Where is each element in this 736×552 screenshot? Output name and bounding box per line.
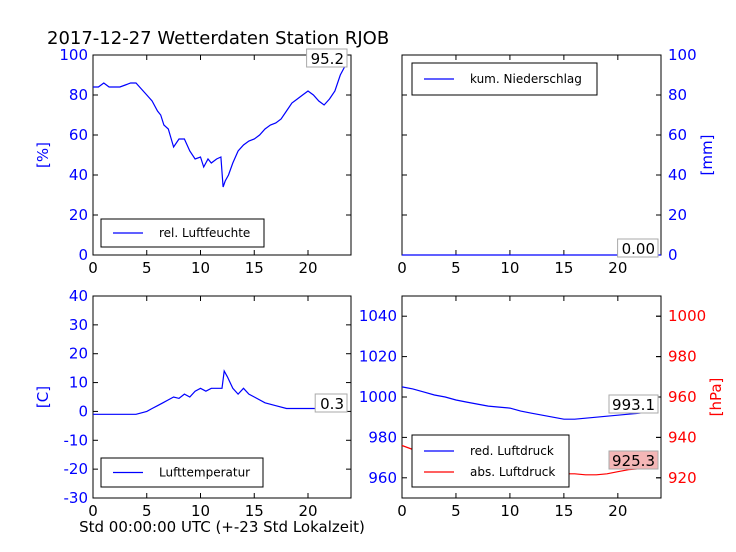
plot-frame (92, 295, 352, 499)
x-tick-label: 0 (88, 259, 98, 277)
legend-label: kum. Niederschlag (470, 72, 582, 86)
x-tick-label: 15 (245, 259, 264, 277)
y-tick-label: -20 (64, 460, 89, 478)
y-tick-label: 80 (69, 86, 88, 104)
shared-xlabel: Std 00:00:00 UTC (+-23 Std Lokalzeit) (79, 518, 365, 536)
x-tick-label: 20 (298, 259, 317, 277)
y-tick-label: 0 (668, 246, 678, 264)
x-tick-label: 0 (88, 502, 98, 520)
series-line (93, 369, 341, 415)
y-tick-label: 20 (69, 206, 88, 224)
y-right-tick-label: 980 (668, 348, 697, 366)
legend-label: rel. Luftfeuchte (159, 226, 250, 240)
last-value-label-box (314, 393, 348, 413)
x-tick-label: 10 (191, 259, 210, 277)
legend-label: red. Luftdruck (470, 444, 554, 458)
precipitation-panel: 0 5 10 15 20 0 20 40 60 80 100 [mm] kum. Niederschla… (397, 46, 716, 277)
y-tick-label: 960 (368, 469, 397, 487)
x-tick-label: 10 (500, 502, 519, 520)
y-right-tick-label: 940 (668, 428, 697, 446)
last-value-label-abs: 925.3 (612, 452, 655, 470)
x-tick-label: 5 (142, 502, 152, 520)
y-tick-label: 980 (368, 428, 397, 446)
y-tick-label: 20 (668, 206, 687, 224)
humidity-panel: 0 5 10 15 20 0 20 40 60 80 100 [%] rel. Luftfeuchte 9… (34, 46, 352, 277)
legend-label: abs. Luftdruck (470, 465, 555, 479)
temperature-panel: 0 5 10 15 20 -30 -20 -10 0 10 20 30 40 [C] Lufttempera… (34, 287, 352, 520)
y-right-tick-label: 960 (668, 388, 697, 406)
y-tick-label: 0 (78, 402, 88, 420)
y-right-axis-label: [hPa] (707, 378, 725, 417)
y-axis-label: [%] (34, 142, 52, 168)
y-axis-label: [C] (34, 386, 52, 408)
x-tick-label: 10 (191, 502, 210, 520)
y-tick-label: 100 (59, 46, 88, 64)
y-tick-label: 60 (69, 126, 88, 144)
pressure-panel: 0 5 10 15 20 960 980 1000 1020 1040 920 940 960 980 10… (359, 295, 725, 520)
y-tick-label: -10 (64, 431, 89, 449)
y-tick-label: 80 (668, 86, 687, 104)
figure-title: 2017-12-27 Wetterdaten Station RJOB (47, 28, 389, 49)
y-tick-label: 20 (69, 345, 88, 363)
y-tick-label: 100 (668, 46, 697, 64)
y-tick-label: 30 (69, 316, 88, 334)
x-tick-label: 10 (500, 259, 519, 277)
last-value-label-abs-box (608, 450, 659, 470)
x-tick-label: 5 (142, 259, 152, 277)
series-line (401, 386, 656, 420)
x-tick-label: 15 (554, 502, 573, 520)
last-value-label: 0.00 (622, 240, 655, 258)
x-tick-label: 20 (608, 502, 627, 520)
x-tick-label: 5 (451, 259, 461, 277)
y-tick-label: 1000 (359, 388, 397, 406)
x-tick-label: 15 (245, 502, 264, 520)
y-tick-label: 10 (69, 374, 88, 392)
y-tick-label: -30 (64, 489, 89, 507)
x-tick-label: 5 (451, 502, 461, 520)
last-value-label-red: 993.1 (612, 396, 655, 414)
y-tick-label: 0 (78, 246, 88, 264)
last-value-label-box (617, 238, 659, 258)
x-tick-label: 20 (608, 259, 627, 277)
y-tick-label: 1020 (359, 348, 397, 366)
x-tick-label: 20 (298, 502, 317, 520)
last-value-label: 95.2 (311, 50, 344, 68)
x-tick-label: 0 (397, 259, 407, 277)
last-value-label-red-box (608, 394, 659, 414)
y-axis-label: [mm] (698, 135, 716, 176)
x-tick-label: 0 (397, 502, 407, 520)
y-right-tick-label: 1000 (668, 307, 706, 325)
x-tick-label: 15 (554, 259, 573, 277)
legend-label: Lufttemperatur (159, 466, 250, 480)
y-tick-label: 1040 (359, 307, 397, 325)
series-line (93, 64, 347, 188)
legend-box (411, 434, 570, 488)
y-tick-label: 60 (668, 126, 687, 144)
last-value-label: 0.3 (320, 395, 344, 413)
plot-frame (92, 54, 352, 256)
y-tick-label: 40 (69, 166, 88, 184)
y-tick-label: 40 (69, 287, 88, 305)
last-value-label-box (306, 48, 348, 68)
y-tick-label: 40 (668, 166, 687, 184)
y-right-tick-label: 920 (668, 469, 697, 487)
